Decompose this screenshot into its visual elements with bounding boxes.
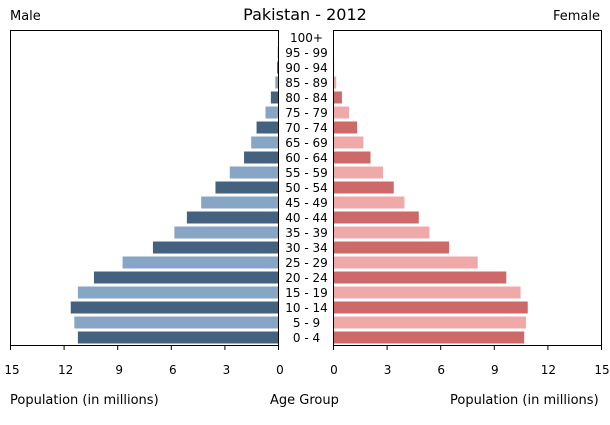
x-tick-label: 15 — [4, 363, 19, 377]
female-bar — [333, 331, 525, 344]
male-bar — [122, 256, 278, 269]
male-bar — [201, 196, 278, 209]
female-bar — [333, 271, 507, 284]
male-bar — [244, 151, 278, 164]
male-label: Male — [10, 9, 41, 24]
x-tick-label: 9 — [491, 363, 499, 377]
female-bar — [333, 316, 526, 329]
age-group-tick-label: 60 - 64 — [285, 151, 328, 165]
age-group-tick-label: 90 - 94 — [285, 61, 328, 75]
male-bar — [186, 211, 278, 224]
age-group-tick-label: 85 - 89 — [285, 76, 328, 90]
male-bar — [70, 301, 278, 314]
age-group-tick-label: 40 - 44 — [285, 211, 328, 225]
male-bar — [77, 331, 278, 344]
x-tick-label: 12 — [58, 363, 73, 377]
x-tick-label: 6 — [437, 363, 445, 377]
age-group-tick-label: 45 - 49 — [285, 196, 328, 210]
female-bar — [333, 226, 430, 239]
age-group-tick-label: 80 - 84 — [285, 91, 328, 105]
x-axis-label-male: Population (in millions) — [10, 393, 159, 408]
age-group-tick-label: 15 - 19 — [285, 286, 328, 300]
female-bar — [333, 76, 337, 89]
female-plot-frame — [333, 30, 602, 346]
x-axis-label-female: Population (in millions) — [450, 393, 599, 408]
age-group-tick-label: 100+ — [290, 31, 323, 45]
male-bar — [152, 241, 278, 254]
female-bar — [333, 211, 419, 224]
male-bar — [265, 106, 278, 119]
age-group-tick-label: 55 - 59 — [285, 166, 328, 180]
male-bar — [93, 271, 279, 284]
female-bar — [333, 256, 478, 269]
age-group-tick-label: 20 - 24 — [285, 271, 328, 285]
male-bar — [275, 76, 278, 89]
age-group-tick-label: 65 - 69 — [285, 136, 328, 150]
x-tick-label: 0 — [276, 363, 284, 377]
male-plot-frame — [10, 30, 279, 346]
male-bar — [277, 61, 278, 74]
age-group-tick-label: 5 - 9 — [293, 316, 320, 330]
female-bar — [333, 166, 384, 179]
age-group-tick-label: 95 - 99 — [285, 46, 328, 60]
male-bar — [174, 226, 278, 239]
x-tick-label: 3 — [223, 363, 231, 377]
age-group-label: Age Group — [270, 393, 339, 408]
x-tick-label: 9 — [115, 363, 123, 377]
female-bar — [333, 181, 394, 194]
female-bar — [333, 151, 371, 164]
male-bar — [229, 166, 278, 179]
female-bar — [333, 106, 350, 119]
x-tick-label: 0 — [330, 363, 338, 377]
x-tick-label: 6 — [169, 363, 177, 377]
female-bar — [333, 91, 342, 104]
age-group-tick-label: 10 - 14 — [285, 301, 328, 315]
age-group-tick-label: 25 - 29 — [285, 256, 328, 270]
male-bar — [251, 136, 278, 149]
age-group-tick-label: 75 - 79 — [285, 106, 328, 120]
x-tick-label: 15 — [594, 363, 609, 377]
female-bar — [333, 301, 528, 314]
male-bar — [77, 286, 278, 299]
x-tick-label: 3 — [384, 363, 392, 377]
male-bar — [256, 121, 278, 134]
female-label: Female — [552, 9, 600, 24]
female-bar — [333, 241, 450, 254]
female-bar — [333, 121, 358, 134]
age-group-tick-label: 30 - 34 — [285, 241, 328, 255]
female-bar — [333, 136, 364, 149]
x-tick-label: 12 — [541, 363, 556, 377]
male-bar — [270, 91, 278, 104]
female-bar — [333, 196, 405, 209]
male-bar — [215, 181, 278, 194]
age-group-tick-label: 50 - 54 — [285, 181, 328, 195]
age-group-tick-label: 35 - 39 — [285, 226, 328, 240]
age-group-tick-label: 70 - 74 — [285, 121, 328, 135]
chart-title: Pakistan - 2012 — [243, 5, 367, 24]
female-bar — [333, 286, 521, 299]
male-bar — [74, 316, 278, 329]
age-group-tick-label: 0 - 4 — [293, 331, 320, 345]
